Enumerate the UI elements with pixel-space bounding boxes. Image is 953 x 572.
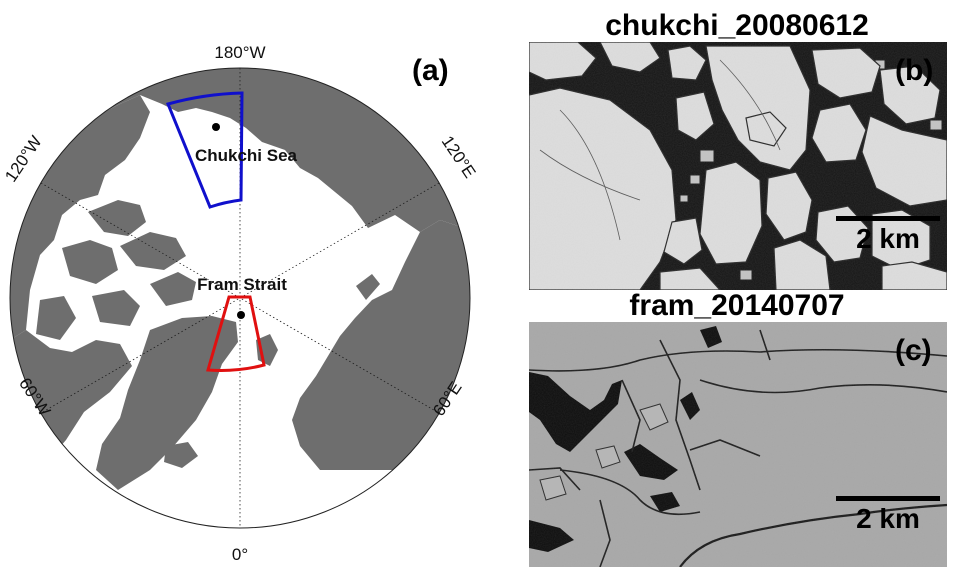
meridian-lines xyxy=(40,68,440,528)
chukchi-scale-bar xyxy=(836,216,940,221)
land-archipelago-4 xyxy=(150,272,196,306)
panel-b-label: (b) xyxy=(895,54,933,87)
chukchi-ice-image xyxy=(529,42,947,290)
chukchi-scale-label: 2 km xyxy=(856,223,920,254)
chukchi-point xyxy=(212,123,220,131)
chukchi-region-outline xyxy=(165,91,244,209)
land-greenland xyxy=(96,316,238,490)
lon-label-180w: 180°W xyxy=(214,43,265,62)
land-archipelago-1 xyxy=(88,200,146,236)
panel-c-label: (c) xyxy=(895,334,932,367)
land-siberia xyxy=(10,68,470,232)
fram-image-title: fram_20140707 xyxy=(629,289,844,322)
fram-scale-bar xyxy=(836,496,940,501)
chukchi-sea-label: Chukchi Sea xyxy=(195,146,298,165)
land-archipelago-5 xyxy=(92,290,140,326)
land-archipelago-2 xyxy=(62,240,118,284)
globe-border xyxy=(9,67,471,529)
chukchi-image-title: chukchi_20080612 xyxy=(605,9,869,42)
land-eurasia xyxy=(292,220,470,470)
fram-region-outline xyxy=(206,295,266,372)
panel-a-label: (a) xyxy=(412,54,449,87)
fram-strait-label: Fram Strait xyxy=(197,275,287,294)
lon-label-0: 0° xyxy=(232,545,248,564)
land-archipelago-6 xyxy=(36,296,76,340)
lon-label-120w: 120°W xyxy=(1,132,45,185)
land-masses xyxy=(10,68,470,490)
land-novaya-zemlya xyxy=(356,274,380,300)
land-archipelago-3 xyxy=(120,232,186,270)
fram-scale-label: 2 km xyxy=(856,503,920,534)
land-iceland xyxy=(164,442,198,468)
fram-ice-image xyxy=(529,322,947,567)
polar-map: Chukchi Sea Fram Strait 180°W 0° 120°W 1… xyxy=(1,43,479,564)
lon-label-120e: 120°E xyxy=(438,132,480,181)
fram-point xyxy=(237,311,245,319)
